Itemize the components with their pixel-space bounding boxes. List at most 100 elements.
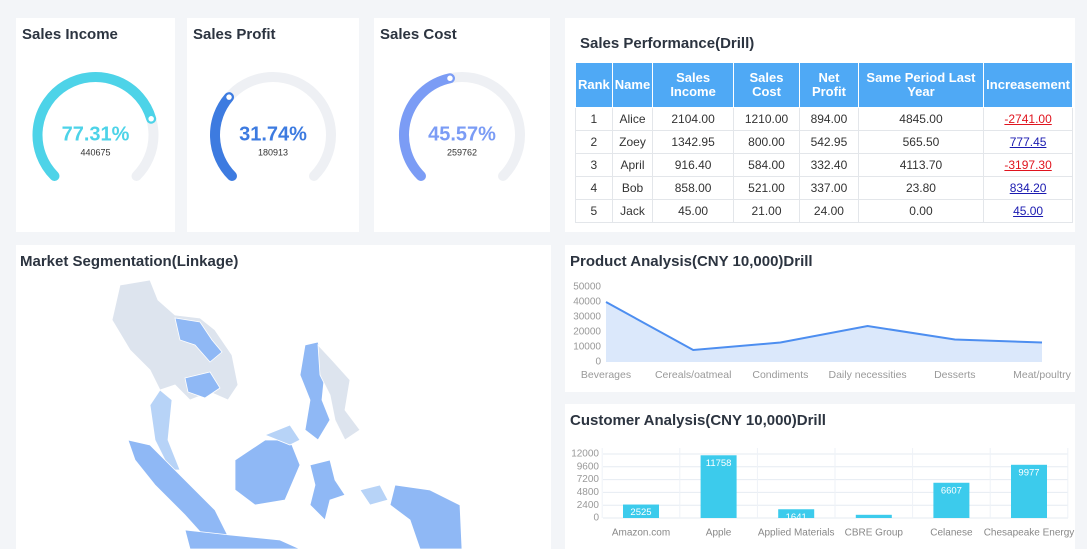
- gauge-handle: [224, 92, 234, 102]
- panel: [16, 245, 551, 549]
- drill-link[interactable]: -2741.00: [1004, 112, 1052, 126]
- column-header: Name: [611, 62, 654, 108]
- drill-link[interactable]: 45.00: [1013, 204, 1044, 218]
- y-tick-label: 2400: [577, 500, 600, 511]
- cell: Bob: [611, 176, 654, 200]
- y-tick-label: 40000: [573, 297, 601, 308]
- y-tick-label: 20000: [573, 327, 601, 338]
- table-title: Sales Performance(Drill): [580, 35, 754, 52]
- cell: 2: [575, 130, 613, 154]
- cell: 0.00: [857, 199, 985, 223]
- table-row: 3 April 916.40 584.00 332.40 4113.70 -3197.30: [575, 153, 1073, 177]
- column-header: Increasement: [983, 62, 1073, 108]
- table-row: 1 Alice 2104.00 1210.00 894.00 4845.00 -2741.0…: [575, 107, 1073, 131]
- cell: 2104.00: [652, 107, 734, 131]
- y-tick-label: 10000: [573, 342, 601, 353]
- gauge-value: 31.74%: [239, 123, 307, 145]
- y-tick-label: 9600: [577, 461, 600, 472]
- gauge-title: Sales Income: [22, 26, 118, 43]
- column-header: Sales Cost: [732, 62, 801, 108]
- data-label: 11758: [706, 458, 732, 469]
- cell: 3: [575, 153, 613, 177]
- cell: 4113.70: [857, 153, 985, 177]
- gauge-sub: 180913: [258, 147, 288, 157]
- cell: 337.00: [799, 176, 859, 200]
- cell: 1210.00: [732, 107, 801, 131]
- cell: 24.00: [799, 199, 859, 223]
- cell: 542.95: [799, 130, 859, 154]
- cell: 45.00: [983, 199, 1073, 223]
- x-tick-label: Beverages: [581, 369, 631, 381]
- x-tick-label: Desserts: [934, 369, 975, 381]
- cell: Jack: [611, 199, 654, 223]
- y-tick-label: 7200: [577, 474, 600, 485]
- cell: 5: [575, 199, 613, 223]
- gauge-handle: [146, 114, 156, 124]
- panel: [565, 245, 1075, 392]
- cell: 565.50: [857, 130, 985, 154]
- cell: 800.00: [732, 130, 801, 154]
- cell: 332.40: [799, 153, 859, 177]
- bar: [778, 509, 815, 518]
- y-tick-label: 0: [593, 513, 599, 524]
- x-tick-label: Chesapeake Energy: [984, 528, 1075, 539]
- map: [111, 279, 463, 549]
- data-label: 2525: [630, 507, 651, 518]
- drill-link[interactable]: -3197.30: [1004, 158, 1052, 172]
- data-label: 1641: [786, 512, 807, 523]
- x-tick-label: CBRE Group: [845, 528, 904, 539]
- data-label: 9977: [1018, 467, 1039, 478]
- table-row: 4 Bob 858.00 521.00 337.00 23.80 834.20: [575, 176, 1073, 200]
- bar: [933, 482, 970, 518]
- chart-title: Product Analysis(CNY 10,000)Drill: [570, 253, 813, 270]
- cell: 834.20: [983, 176, 1073, 200]
- cell: 4845.00: [857, 107, 985, 131]
- sales-table: Rank Name Sales Income Sales Cost Net Profit…: [575, 62, 1073, 223]
- column-header: Rank: [575, 62, 613, 108]
- x-tick-label: Apple: [706, 528, 732, 539]
- map-title: Market Segmentation(Linkage): [20, 253, 238, 270]
- gauge-value: 45.57%: [428, 123, 496, 145]
- area: [606, 302, 1042, 362]
- gauge-value: 77.31%: [62, 123, 130, 145]
- x-tick-label: Condiments: [752, 369, 808, 381]
- gauge-title: Sales Profit: [193, 26, 276, 43]
- bar: [700, 455, 737, 518]
- cell: -2741.00: [983, 107, 1073, 131]
- gauge-arc: [32, 72, 157, 182]
- table-row: 2 Zoey 1342.95 800.00 542.95 565.50 777.45: [575, 130, 1073, 154]
- y-tick-label: 50000: [573, 282, 601, 293]
- cell: April: [611, 153, 654, 177]
- gauge-sub: 440675: [80, 147, 110, 157]
- gauge-title: Sales Cost: [380, 26, 457, 43]
- cell: 45.00: [652, 199, 734, 223]
- x-tick-label: Celanese: [930, 528, 973, 539]
- cell: -3197.30: [983, 153, 1073, 177]
- cell: 23.80: [857, 176, 985, 200]
- x-tick-label: Applied Materials: [758, 528, 835, 539]
- cell: 584.00: [732, 153, 801, 177]
- y-tick-label: 0: [595, 357, 601, 368]
- chart-title: Customer Analysis(CNY 10,000)Drill: [570, 412, 826, 429]
- cell: 1342.95: [652, 130, 734, 154]
- cell: 777.45: [983, 130, 1073, 154]
- gauge-handle: [445, 74, 455, 83]
- drill-link[interactable]: 834.20: [1009, 181, 1047, 195]
- bar: [1011, 464, 1047, 518]
- cell: 894.00: [799, 107, 859, 131]
- column-header: Sales Income: [652, 62, 734, 108]
- cell: 916.40: [652, 153, 734, 177]
- cell: 1: [575, 107, 613, 131]
- cell: Alice: [611, 107, 654, 131]
- y-tick-label: 30000: [573, 312, 601, 323]
- x-tick-label: Daily necessities: [828, 369, 906, 381]
- bar: [855, 514, 892, 518]
- cell: 521.00: [732, 176, 801, 200]
- x-tick-label: Cereals/oatmeal: [655, 369, 731, 381]
- column-header: Net Profit: [799, 62, 859, 108]
- table-row: 5 Jack 45.00 21.00 24.00 0.00 45.00: [575, 199, 1073, 223]
- drill-link[interactable]: 777.45: [1009, 135, 1047, 149]
- cell: 21.00: [732, 199, 801, 223]
